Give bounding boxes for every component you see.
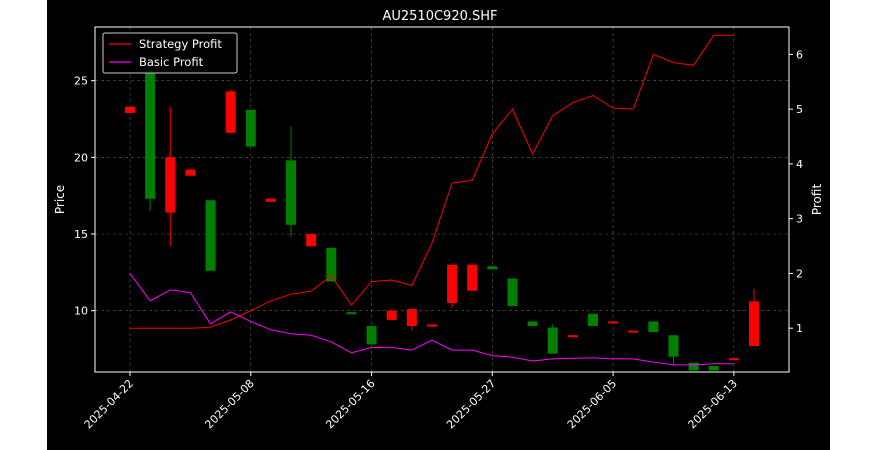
candle-body <box>668 335 679 357</box>
plot-frame <box>94 26 790 373</box>
y-axis-label-left: Price <box>53 185 67 214</box>
strategy-profit-line <box>130 34 734 329</box>
y-tick-label-left: 20 <box>74 151 88 164</box>
candle-body <box>225 91 236 133</box>
candle-body <box>447 264 458 303</box>
candle-body <box>125 106 135 113</box>
candle-body <box>467 264 478 291</box>
chart-title: AU2510C920.SHF <box>382 9 497 24</box>
legend-label-strategy: Strategy Profit <box>139 37 222 51</box>
candle-body <box>527 321 538 326</box>
legend-label-basic: Basic Profit <box>139 55 204 69</box>
y-tick-label-left: 10 <box>74 305 88 318</box>
profit-lines <box>129 34 734 366</box>
candle-body <box>245 109 256 147</box>
y-tick-label-right: 4 <box>796 158 803 171</box>
candle-body <box>648 321 659 333</box>
candle-body <box>205 200 216 271</box>
candle-body <box>547 327 558 354</box>
candle-body <box>326 247 337 282</box>
candle-body <box>406 309 417 326</box>
y-tick-label-right: 3 <box>796 213 803 226</box>
y-tick-label-right: 1 <box>796 322 803 335</box>
y-axis-label-right: Profit <box>810 184 824 216</box>
candle-body <box>185 169 196 176</box>
candle-body <box>306 234 317 247</box>
candle-body <box>386 310 397 320</box>
y-tick-label-right: 2 <box>796 267 803 280</box>
candle-body <box>366 326 377 345</box>
candle-body <box>145 62 156 199</box>
candle-body <box>587 313 598 326</box>
candle-body <box>708 365 719 371</box>
legend-box <box>102 32 238 74</box>
candle-body <box>608 321 619 324</box>
y-tick-label-right: 5 <box>796 103 803 116</box>
candle-body <box>628 330 639 333</box>
candle-body <box>728 358 739 361</box>
candle-body <box>487 266 498 270</box>
candle-body <box>165 157 176 213</box>
candle-body <box>567 335 578 338</box>
candle-body <box>346 312 357 315</box>
y-tick-label-right: 6 <box>796 48 803 61</box>
y-tick-label-left: 25 <box>74 75 88 88</box>
basic-profit-line <box>129 273 734 366</box>
y-tick-label-left: 15 <box>74 228 88 241</box>
candle-body <box>426 324 437 327</box>
candle-body <box>749 301 759 346</box>
candle-body <box>688 362 699 371</box>
candle-body <box>286 160 297 225</box>
legend: Strategy Profit Basic Profit <box>102 32 238 74</box>
candle-body <box>265 198 276 202</box>
candle-body <box>507 278 518 307</box>
